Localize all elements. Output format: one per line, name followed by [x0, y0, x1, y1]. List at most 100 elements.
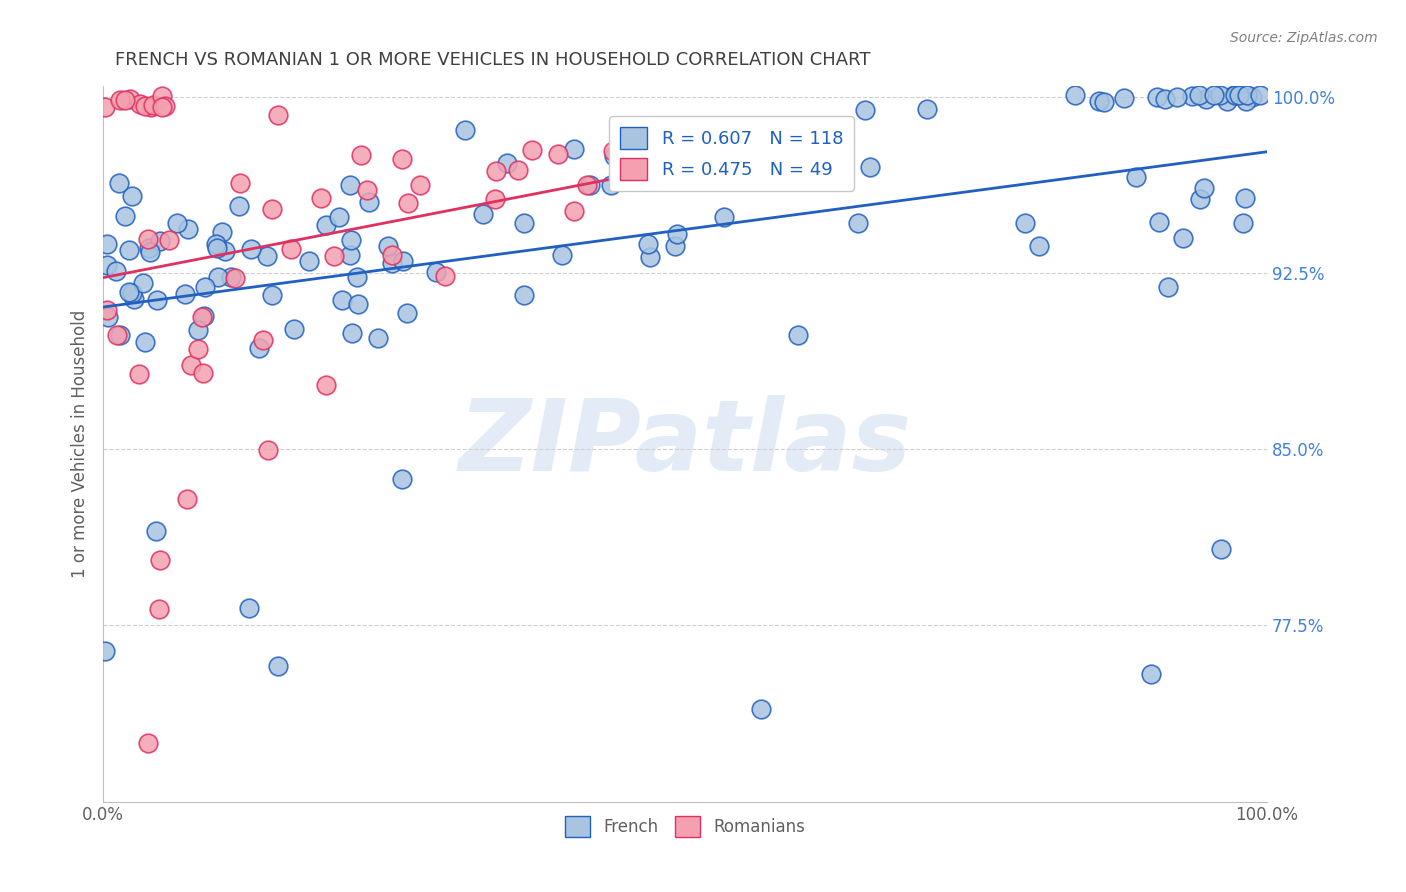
- Point: [124, 292, 146, 306]
- Point: [1249, 87, 1271, 102]
- Point: [117, 243, 139, 257]
- Point: [176, 491, 198, 506]
- Point: [118, 285, 141, 299]
- Point: [239, 243, 262, 257]
- Point: [665, 227, 688, 241]
- Point: [637, 237, 659, 252]
- Point: [396, 195, 419, 210]
- Point: [661, 161, 683, 176]
- Point: [744, 146, 766, 161]
- Point: [485, 163, 508, 178]
- Point: [579, 178, 602, 192]
- Point: [309, 192, 332, 206]
- Point: [1188, 87, 1211, 102]
- Point: [513, 288, 536, 302]
- Point: [315, 378, 337, 392]
- Point: [381, 256, 404, 270]
- Point: [1211, 541, 1233, 556]
- Point: [228, 199, 250, 213]
- Point: [142, 97, 165, 112]
- Point: [97, 310, 120, 325]
- Point: [148, 602, 170, 616]
- Point: [118, 92, 141, 106]
- Point: [252, 333, 274, 347]
- Point: [315, 218, 337, 232]
- Point: [145, 524, 167, 538]
- Point: [340, 233, 363, 247]
- Point: [1194, 180, 1216, 194]
- Point: [787, 328, 810, 343]
- Point: [267, 658, 290, 673]
- Point: [408, 178, 430, 192]
- Point: [114, 209, 136, 223]
- Point: [187, 323, 209, 337]
- Point: [153, 99, 176, 113]
- Point: [224, 271, 246, 285]
- Point: [260, 202, 283, 216]
- Point: [377, 239, 399, 253]
- Point: [339, 248, 361, 262]
- Legend: French, Romanians: French, Romanians: [558, 810, 811, 843]
- Point: [121, 189, 143, 203]
- Point: [146, 293, 169, 307]
- Point: [350, 148, 373, 162]
- Point: [211, 226, 233, 240]
- Point: [157, 233, 180, 247]
- Point: [194, 280, 217, 294]
- Point: [229, 176, 252, 190]
- Point: [247, 341, 270, 355]
- Point: [1195, 92, 1218, 106]
- Point: [180, 359, 202, 373]
- Point: [1166, 90, 1188, 104]
- Point: [915, 103, 938, 117]
- Point: [1232, 215, 1254, 229]
- Point: [138, 736, 160, 750]
- Point: [367, 331, 389, 345]
- Point: [238, 601, 260, 615]
- Point: [323, 249, 346, 263]
- Point: [778, 161, 800, 175]
- Point: [96, 236, 118, 251]
- Point: [1147, 215, 1170, 229]
- Point: [150, 100, 173, 114]
- Point: [551, 248, 574, 262]
- Point: [576, 178, 599, 192]
- Point: [121, 286, 143, 301]
- Point: [93, 643, 115, 657]
- Point: [256, 249, 278, 263]
- Point: [1063, 87, 1085, 102]
- Point: [1209, 87, 1232, 102]
- Point: [547, 147, 569, 161]
- Point: [484, 192, 506, 206]
- Point: [522, 143, 544, 157]
- Point: [496, 156, 519, 170]
- Point: [204, 236, 226, 251]
- Point: [139, 244, 162, 259]
- Point: [425, 265, 447, 279]
- Point: [782, 127, 804, 141]
- Point: [129, 97, 152, 112]
- Point: [1154, 92, 1177, 106]
- Point: [136, 231, 159, 245]
- Point: [174, 287, 197, 301]
- Point: [638, 250, 661, 264]
- Point: [193, 309, 215, 323]
- Point: [391, 471, 413, 485]
- Point: [1114, 91, 1136, 105]
- Point: [1171, 231, 1194, 245]
- Point: [754, 151, 776, 165]
- Point: [391, 152, 413, 166]
- Point: [846, 216, 869, 230]
- Point: [267, 108, 290, 122]
- Point: [257, 443, 280, 458]
- Point: [114, 93, 136, 107]
- Point: [177, 222, 200, 236]
- Point: [138, 241, 160, 255]
- Point: [1014, 216, 1036, 230]
- Point: [104, 263, 127, 277]
- Point: [1092, 95, 1115, 109]
- Point: [664, 239, 686, 253]
- Point: [770, 157, 793, 171]
- Point: [346, 269, 368, 284]
- Point: [205, 241, 228, 255]
